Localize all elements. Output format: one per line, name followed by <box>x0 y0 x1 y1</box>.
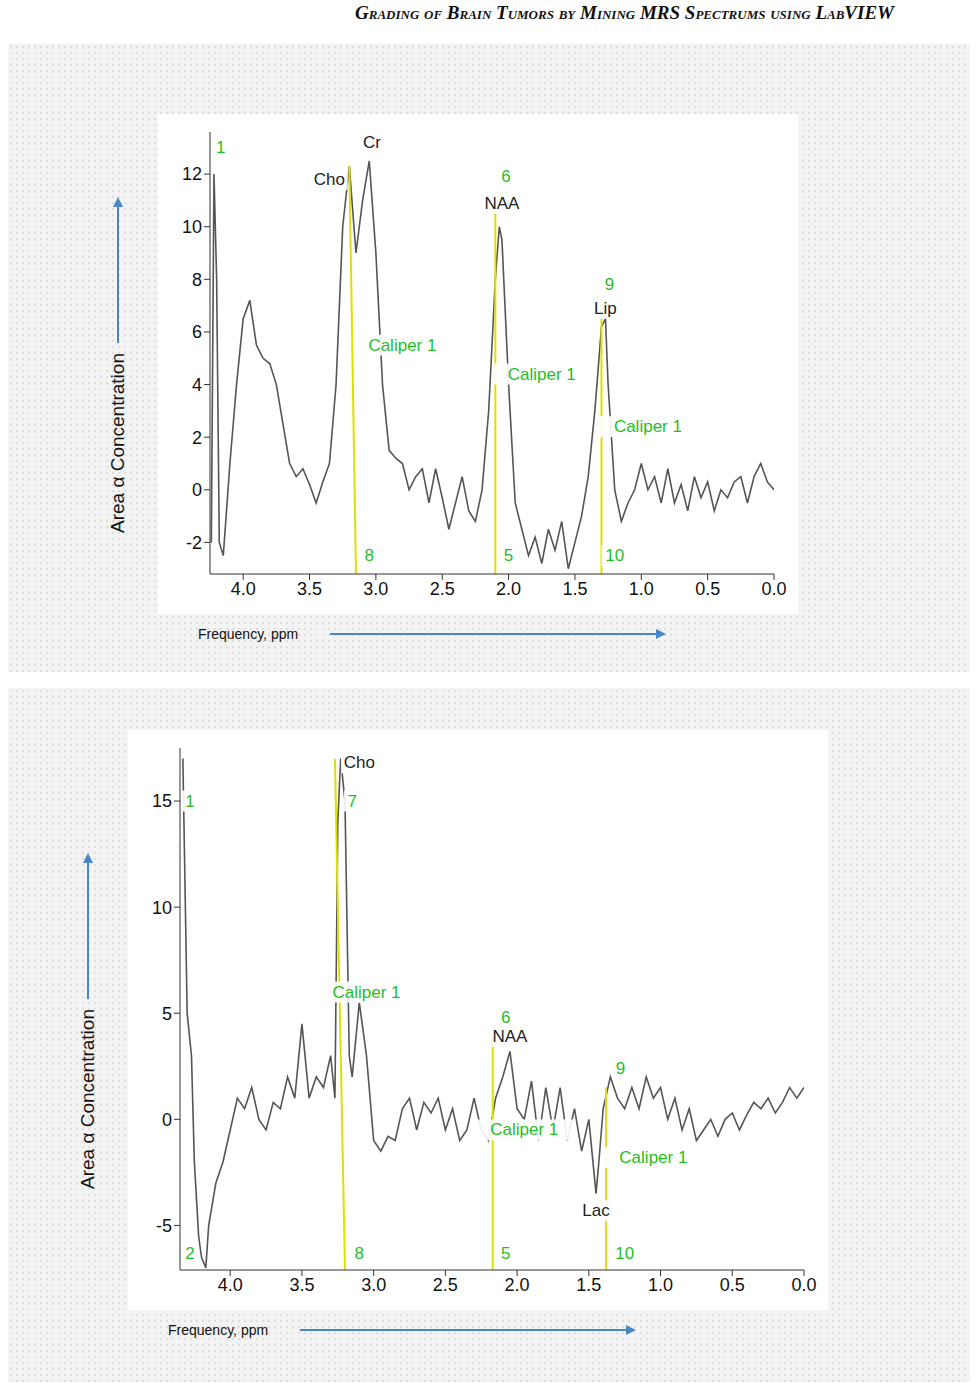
svg-text:Caliper 1: Caliper 1 <box>508 365 576 384</box>
html-text:Area α Concentration: Area α Concentration <box>77 1009 98 1189</box>
svg-text:-2: -2 <box>186 533 202 553</box>
svg-text:1: 1 <box>185 792 194 811</box>
svg-text:Lip: Lip <box>594 299 617 318</box>
svg-text:2: 2 <box>192 428 202 448</box>
svg-text:6: 6 <box>501 1008 510 1027</box>
svg-text:Caliper 1: Caliper 1 <box>614 417 682 436</box>
svg-text:Caliper 1: Caliper 1 <box>490 1120 558 1139</box>
svg-text:4.0: 4.0 <box>231 579 256 599</box>
svg-text:2.5: 2.5 <box>433 1275 458 1295</box>
svg-text:NAA: NAA <box>484 194 520 213</box>
svg-text:3.0: 3.0 <box>361 1275 386 1295</box>
svg-text:1.0: 1.0 <box>629 579 654 599</box>
svg-text:0.5: 0.5 <box>695 579 720 599</box>
svg-text:3.5: 3.5 <box>289 1275 314 1295</box>
svg-text:2.0: 2.0 <box>505 1275 530 1295</box>
svg-text:5: 5 <box>501 1244 510 1263</box>
svg-text:6: 6 <box>501 167 510 186</box>
svg-text:Caliper 1: Caliper 1 <box>368 336 436 355</box>
svg-text:Lac: Lac <box>582 1201 610 1220</box>
svg-text:9: 9 <box>605 275 614 294</box>
svg-text:4.0: 4.0 <box>218 1275 243 1295</box>
svg-text:0: 0 <box>192 480 202 500</box>
svg-text:-5: -5 <box>156 1216 172 1236</box>
svg-text:10: 10 <box>605 546 624 565</box>
svg-text:2.5: 2.5 <box>430 579 455 599</box>
svg-text:8: 8 <box>355 1244 364 1263</box>
svg-text:0: 0 <box>162 1110 172 1130</box>
svg-text:0.0: 0.0 <box>761 579 786 599</box>
svg-text:1.5: 1.5 <box>576 1275 601 1295</box>
html-text:Frequency, ppm: Frequency, ppm <box>198 626 299 642</box>
svg-text:Caliper 1: Caliper 1 <box>332 983 400 1002</box>
html-text:Frequency, ppm: Frequency, ppm <box>168 1322 269 1338</box>
svg-text:Cho: Cho <box>314 170 345 189</box>
svg-text:3.0: 3.0 <box>363 579 388 599</box>
svg-text:10: 10 <box>182 217 202 237</box>
svg-text:Cr: Cr <box>363 133 381 152</box>
svg-text:4: 4 <box>192 375 202 395</box>
svg-text:1: 1 <box>216 138 225 157</box>
svg-text:1.0: 1.0 <box>648 1275 673 1295</box>
svg-text:NAA: NAA <box>492 1027 528 1046</box>
svg-text:8: 8 <box>192 270 202 290</box>
svg-text:Caliper 1: Caliper 1 <box>619 1148 687 1167</box>
svg-text:7: 7 <box>347 792 356 811</box>
html-text:Area α Concentration: Area α Concentration <box>107 353 128 533</box>
svg-text:15: 15 <box>152 791 172 811</box>
svg-text:0.5: 0.5 <box>720 1275 745 1295</box>
svg-text:3.5: 3.5 <box>297 579 322 599</box>
svg-text:2.0: 2.0 <box>496 579 521 599</box>
svg-text:6: 6 <box>192 322 202 342</box>
svg-text:1.5: 1.5 <box>562 579 587 599</box>
svg-text:5: 5 <box>504 546 513 565</box>
svg-text:8: 8 <box>365 546 374 565</box>
svg-text:5: 5 <box>162 1004 172 1024</box>
svg-text:12: 12 <box>182 164 202 184</box>
svg-text:9: 9 <box>616 1059 625 1078</box>
svg-text:Cho: Cho <box>344 753 375 772</box>
svg-text:0.0: 0.0 <box>791 1275 816 1295</box>
svg-text:10: 10 <box>152 898 172 918</box>
svg-text:2: 2 <box>185 1244 194 1263</box>
svg-text:10: 10 <box>615 1244 634 1263</box>
html-text:Grading of Brain Tumors by Min: Grading of Brain Tumors by Mining MRS Sp… <box>355 2 894 23</box>
